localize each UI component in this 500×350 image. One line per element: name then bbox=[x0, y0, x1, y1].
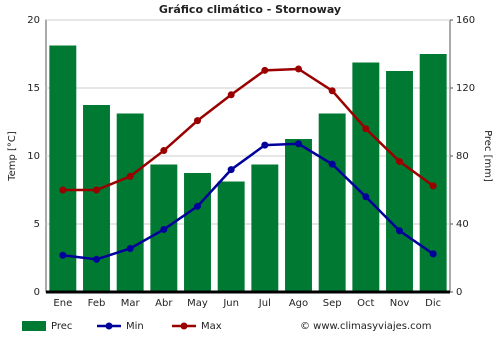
point bbox=[396, 227, 403, 235]
point bbox=[227, 91, 235, 99]
y-tick-label: 20 bbox=[27, 15, 40, 26]
x-tick-label: Oct bbox=[357, 298, 374, 309]
y2-axis-label: Prec [mm] bbox=[482, 130, 493, 182]
y-tick-label: 15 bbox=[27, 83, 40, 94]
point bbox=[126, 244, 134, 252]
x-tick-label: Nov bbox=[390, 298, 410, 309]
point bbox=[261, 66, 269, 74]
x-tick-label: Jul bbox=[258, 298, 271, 309]
legend-label: Min bbox=[126, 321, 144, 332]
bar bbox=[184, 173, 211, 292]
x-tick-label: Ago bbox=[289, 298, 308, 309]
point bbox=[328, 160, 336, 168]
point bbox=[295, 140, 302, 148]
point bbox=[194, 202, 201, 210]
y-tick-label: 5 bbox=[34, 219, 40, 230]
x-tick-label: Abr bbox=[155, 298, 173, 309]
legend-label: Prec bbox=[51, 321, 72, 332]
y2-tick-label: 160 bbox=[456, 15, 475, 26]
legend-swatch bbox=[180, 322, 188, 330]
line bbox=[62, 142, 434, 261]
chart-title: Gráfico climático - Stornoway bbox=[159, 3, 341, 16]
point bbox=[126, 172, 134, 180]
point bbox=[429, 250, 437, 258]
y-tick-label: 0 bbox=[34, 287, 40, 298]
x-tick-label: May bbox=[187, 298, 208, 309]
legend-swatch bbox=[22, 321, 46, 331]
point bbox=[59, 251, 67, 259]
point bbox=[93, 255, 100, 263]
point bbox=[93, 186, 100, 194]
bar bbox=[352, 62, 380, 292]
y2-tick-label: 0 bbox=[456, 287, 462, 298]
point bbox=[429, 182, 437, 190]
bar bbox=[251, 164, 279, 292]
point bbox=[59, 186, 67, 194]
x-tick-label: Jun bbox=[222, 298, 239, 309]
point bbox=[328, 87, 336, 95]
legend-swatch bbox=[105, 322, 113, 330]
point bbox=[362, 125, 370, 133]
point bbox=[362, 193, 370, 201]
x-tick-label: Sep bbox=[323, 298, 342, 309]
y2-tick-label: 40 bbox=[456, 219, 469, 230]
source: © www.climasyviajes.com bbox=[300, 321, 432, 332]
point bbox=[160, 225, 168, 233]
bar bbox=[217, 181, 245, 292]
bar bbox=[83, 105, 110, 292]
x-tick-label: Ene bbox=[53, 298, 72, 309]
x-tick-label: Dic bbox=[425, 298, 441, 309]
x-tick-label: Feb bbox=[88, 298, 106, 309]
y-tick-label: 10 bbox=[27, 151, 40, 162]
legend-label: Max bbox=[201, 321, 222, 332]
bar bbox=[318, 113, 346, 292]
bar bbox=[116, 113, 144, 292]
line bbox=[62, 67, 434, 192]
point bbox=[396, 157, 403, 165]
point bbox=[194, 117, 201, 125]
point bbox=[261, 141, 269, 149]
y2-tick-label: 120 bbox=[456, 83, 475, 94]
bar bbox=[285, 139, 312, 292]
bar bbox=[386, 71, 413, 292]
point bbox=[160, 147, 168, 155]
point bbox=[295, 65, 302, 73]
bar bbox=[49, 45, 77, 292]
x-tick-label: Mar bbox=[121, 298, 141, 309]
y-axis-label: Temp [°C] bbox=[7, 131, 18, 182]
point bbox=[227, 166, 235, 174]
y2-tick-label: 80 bbox=[456, 151, 469, 162]
